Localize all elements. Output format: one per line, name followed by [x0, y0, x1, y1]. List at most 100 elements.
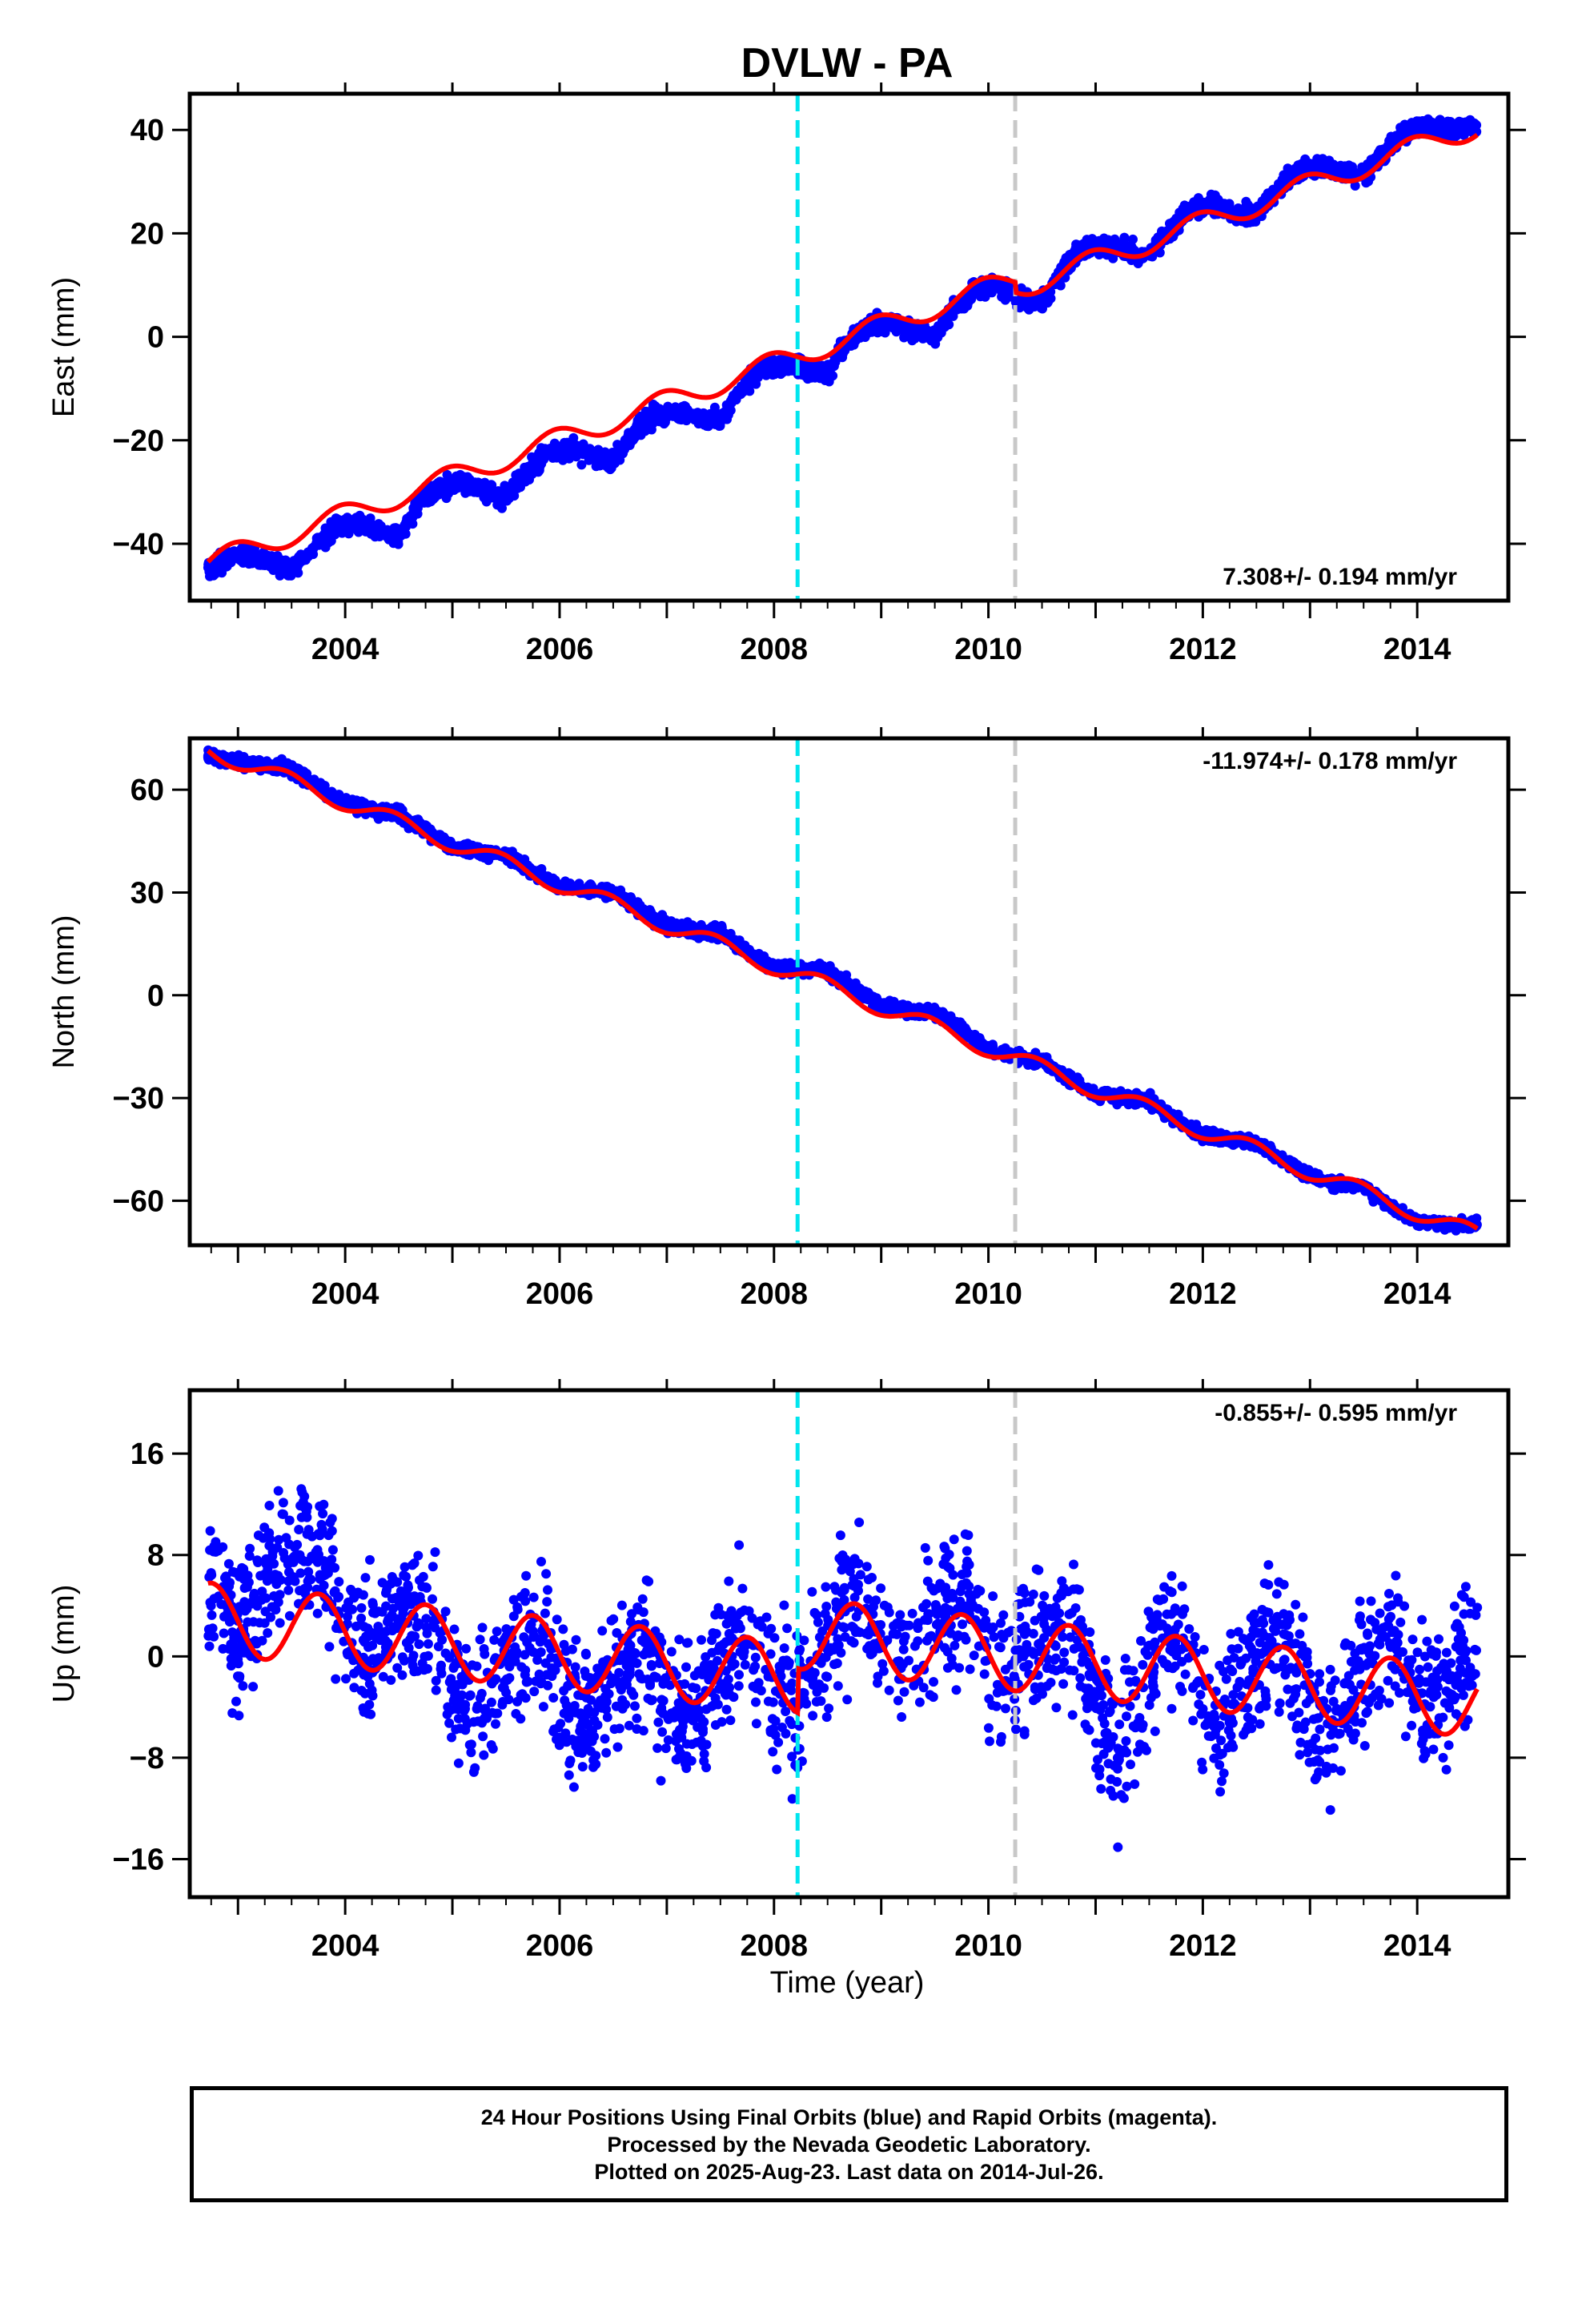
east-data-point: [326, 536, 336, 546]
east-data-point: [914, 322, 925, 332]
east-data-point: [533, 461, 544, 472]
east-data-point: [849, 340, 859, 350]
east-x-tick-label: 2014: [1383, 633, 1452, 666]
east-data-point: [1471, 127, 1481, 137]
east-data-point: [751, 372, 761, 382]
east-data-point: [970, 285, 980, 296]
east-data-point: [1277, 178, 1287, 188]
east-offset-lines: [795, 94, 1018, 601]
east-data-point: [1119, 232, 1130, 243]
east-data-point: [205, 571, 215, 581]
east-data-point: [817, 360, 827, 371]
east-data-point: [1074, 240, 1084, 251]
east-data-point: [560, 442, 571, 452]
east-data-point: [291, 558, 301, 569]
east-data-point: [1235, 207, 1245, 218]
east-data-point: [331, 523, 341, 533]
east-data-point: [366, 529, 376, 539]
east-data-point: [470, 477, 480, 488]
east-data-point: [1445, 117, 1456, 127]
east-y-tick-label: 20: [130, 217, 164, 251]
east-data-point: [578, 439, 588, 449]
east-data-point: [669, 408, 679, 418]
east-data-point: [1016, 283, 1026, 293]
east-data-point: [980, 284, 990, 295]
east-data-point: [440, 477, 450, 488]
east-data-points: [203, 114, 1482, 581]
east-data-point: [921, 330, 931, 340]
east-data-point: [571, 452, 581, 462]
east-data-point: [1185, 201, 1195, 211]
east-data-point: [1224, 203, 1235, 214]
east-data-point: [963, 292, 974, 303]
east-rate-label: 7.308+/- 0.194 mm/yr: [1223, 564, 1457, 590]
east-data-point: [772, 358, 782, 368]
east-data-point: [269, 558, 279, 569]
east-axis-ticks: [172, 82, 1526, 618]
chart-title: DVLW - PA: [741, 40, 954, 86]
east-data-point: [1331, 162, 1341, 172]
east-data-point: [1038, 304, 1047, 314]
east-data-point: [320, 542, 331, 553]
east-data-point: [396, 530, 406, 541]
east-y-tick-label: 0: [147, 321, 164, 355]
east-data-point: [278, 564, 288, 574]
east-x-tick-label: 2012: [1169, 633, 1237, 666]
north-data-point: [985, 1041, 995, 1051]
east-data-point: [323, 529, 334, 539]
east-data-point: [537, 450, 548, 460]
east-data-point: [703, 416, 713, 427]
east-plot-frame: [187, 91, 1511, 603]
east-data-point: [442, 469, 452, 480]
east-data-point: [376, 530, 387, 541]
east-data-point: [813, 372, 824, 382]
north-data-point: [328, 789, 339, 799]
east-data-point: [930, 330, 940, 340]
east-data-point: [420, 487, 430, 497]
east-data-point: [805, 371, 816, 381]
east-y-tick-label: −40: [113, 528, 164, 561]
east-data-point: [406, 514, 416, 525]
east-data-point: [526, 461, 536, 472]
east-data-point: [1285, 171, 1295, 182]
east-data-point: [235, 556, 246, 566]
east-data-point: [620, 440, 631, 450]
east-data-point: [715, 416, 725, 426]
east-data-point: [259, 559, 270, 569]
east-y-axis-label: East (mm): [47, 277, 81, 417]
east-data-point: [1260, 191, 1271, 202]
east-x-tick-labels: 2004 2006 2008 2010 2012 2014: [311, 633, 1452, 666]
east-data-point: [351, 513, 361, 523]
east-data-point: [934, 321, 944, 332]
east-data-point: [1324, 155, 1335, 166]
east-data-point: [361, 517, 371, 528]
east-data-point: [677, 408, 686, 418]
east-data-point: [455, 472, 464, 483]
east-data-point: [219, 550, 229, 561]
east-data-point: [635, 427, 645, 437]
east-data-point: [1375, 146, 1385, 156]
east-data-point: [487, 480, 497, 490]
east-data-point: [1086, 239, 1097, 249]
east-data-point: [1388, 135, 1399, 146]
east-data-point: [1251, 216, 1261, 227]
east-data-point: [612, 451, 622, 461]
east-data-point: [492, 489, 502, 498]
east-data-point: [218, 557, 228, 568]
east-data-point: [1177, 210, 1187, 220]
east-data-point: [959, 304, 970, 314]
east-x-tick-label: 2006: [526, 633, 594, 666]
east-data-point: [650, 406, 660, 416]
east-data-point: [797, 364, 808, 374]
east-data-point: [658, 408, 669, 417]
east-y-tick-label: −20: [113, 424, 164, 458]
east-data-point: [552, 440, 562, 451]
east-data-point: [461, 479, 472, 489]
east-data-point: [399, 522, 409, 533]
east-data-point: [636, 417, 647, 428]
east-data-point: [1340, 169, 1351, 179]
east-data-point: [519, 472, 529, 482]
